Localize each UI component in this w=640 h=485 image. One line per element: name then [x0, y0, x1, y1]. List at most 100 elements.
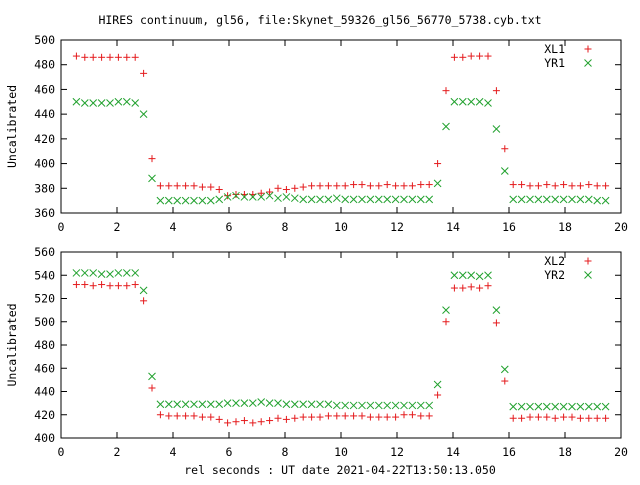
y-tick-label: 420	[34, 408, 55, 422]
data-point-YR2	[358, 401, 366, 410]
data-point-XL1	[417, 181, 425, 189]
data-point-YR1-d2	[500, 167, 509, 175]
data-point-YR2-d2	[568, 402, 576, 411]
data-point-XL1	[476, 52, 484, 60]
data-point-XL2	[408, 411, 416, 419]
data-point-YR2	[89, 269, 98, 277]
data-point-YR1-d2	[106, 99, 114, 107]
data-point-XL1	[425, 181, 433, 189]
data-point-YR2	[601, 402, 610, 411]
data-point-YR2	[97, 270, 106, 278]
data-point-YR1-d2	[433, 179, 442, 188]
data-point-YR2-d2	[492, 306, 501, 314]
data-point-YR1	[391, 195, 400, 204]
data-point-YR1	[400, 195, 408, 204]
data-point-YR1	[517, 195, 526, 204]
data-point-YR2-d2	[299, 400, 308, 409]
x-axis-label: rel seconds : UT date 2021-04-22T13:50:1…	[184, 463, 496, 477]
legend-label: YR1	[544, 56, 565, 70]
data-point-YR2-d2	[198, 400, 207, 409]
series-YR2	[72, 269, 610, 411]
data-point-YR1-d2	[248, 193, 257, 201]
data-point-YR2	[500, 365, 509, 374]
data-point-XL2	[89, 282, 97, 290]
data-point-YR1-d2	[517, 195, 526, 204]
data-point-YR2-d2	[181, 400, 190, 409]
data-point-YR1	[265, 191, 274, 200]
data-point-YR2	[517, 402, 526, 411]
data-point-YR1-d2	[458, 97, 467, 106]
data-point-YR2-d2	[89, 269, 98, 277]
data-point-XL1	[543, 181, 551, 189]
data-point-YR2	[568, 402, 576, 411]
x-tick-label: 2	[114, 445, 121, 459]
data-point-YR1-d2	[198, 196, 207, 205]
data-point-YR2-d2	[173, 400, 182, 409]
data-point-XL2	[190, 412, 198, 420]
data-point-XL2	[434, 391, 442, 399]
data-point-YR2-d2	[156, 400, 165, 409]
data-point-YR1	[542, 195, 551, 204]
data-point-YR1	[383, 195, 392, 204]
data-point-YR1	[198, 196, 207, 205]
data-point-XL1	[333, 182, 341, 190]
data-point-YR1-d2	[223, 193, 232, 201]
data-point-YR2-d2	[232, 399, 240, 407]
data-point-YR1	[80, 99, 89, 107]
data-point-YR2	[542, 402, 551, 411]
chart-title: HIRES continuum, gl56, file:Skynet_59326…	[98, 13, 541, 27]
data-point-YR1-d2	[299, 195, 308, 204]
x-tick-label: 10	[334, 445, 348, 459]
data-point-YR1	[274, 194, 282, 203]
data-point-YR1	[248, 193, 257, 201]
data-point-YR2-d2	[274, 399, 282, 407]
data-point-YR1-d2	[467, 97, 476, 106]
data-point-YR1	[425, 195, 434, 204]
data-point-YR1-d2	[509, 195, 518, 204]
data-point-YR2-d2	[164, 400, 173, 409]
data-point-YR1	[475, 97, 484, 106]
data-point-YR1-d2	[148, 174, 156, 183]
data-point-YR2-d2	[114, 269, 123, 277]
data-point-YR1	[282, 193, 291, 201]
data-point-YR1-d2	[358, 195, 366, 204]
data-point-XL2	[114, 282, 122, 290]
data-point-YR2	[164, 400, 173, 409]
legend-label: XL1	[544, 42, 565, 56]
data-point-XL1	[392, 182, 400, 190]
data-point-XL1	[173, 182, 181, 190]
data-point-YR2-d2	[542, 402, 551, 411]
data-point-YR1-d2	[324, 195, 333, 204]
data-point-YR1-d2	[122, 97, 131, 106]
legend-marker-YR1-d2	[584, 59, 592, 67]
data-point-XL2	[350, 412, 358, 420]
data-point-XL1	[123, 53, 131, 61]
data-point-XL2	[526, 413, 534, 421]
data-point-YR2-d2	[391, 401, 400, 410]
data-point-YR1-d2	[442, 122, 450, 131]
data-point-YR2-d2	[551, 402, 560, 411]
data-point-XL1	[266, 188, 274, 196]
data-point-YR2-d2	[467, 271, 476, 280]
data-point-XL2	[106, 282, 114, 290]
data-point-YR2-d2	[332, 401, 341, 410]
data-point-YR2	[139, 286, 148, 295]
data-point-YR2	[198, 400, 207, 409]
data-point-XL2	[131, 281, 139, 289]
data-point-YR2-d2	[206, 400, 215, 409]
data-point-XL2	[450, 284, 458, 292]
data-point-YR2	[257, 398, 266, 406]
data-point-YR1	[114, 97, 123, 106]
data-point-YR2	[400, 401, 408, 410]
data-point-XL2	[72, 281, 80, 289]
data-point-XL2	[593, 414, 601, 422]
data-point-YR1	[332, 194, 341, 203]
x-tick-label: 20	[614, 220, 628, 234]
data-point-XL2	[308, 413, 316, 421]
legend-marker-YR2	[584, 271, 592, 279]
data-point-YR1-d2	[416, 195, 425, 204]
data-point-XL1	[366, 182, 374, 190]
data-point-YR1	[433, 179, 442, 188]
data-point-XL1	[585, 181, 593, 189]
